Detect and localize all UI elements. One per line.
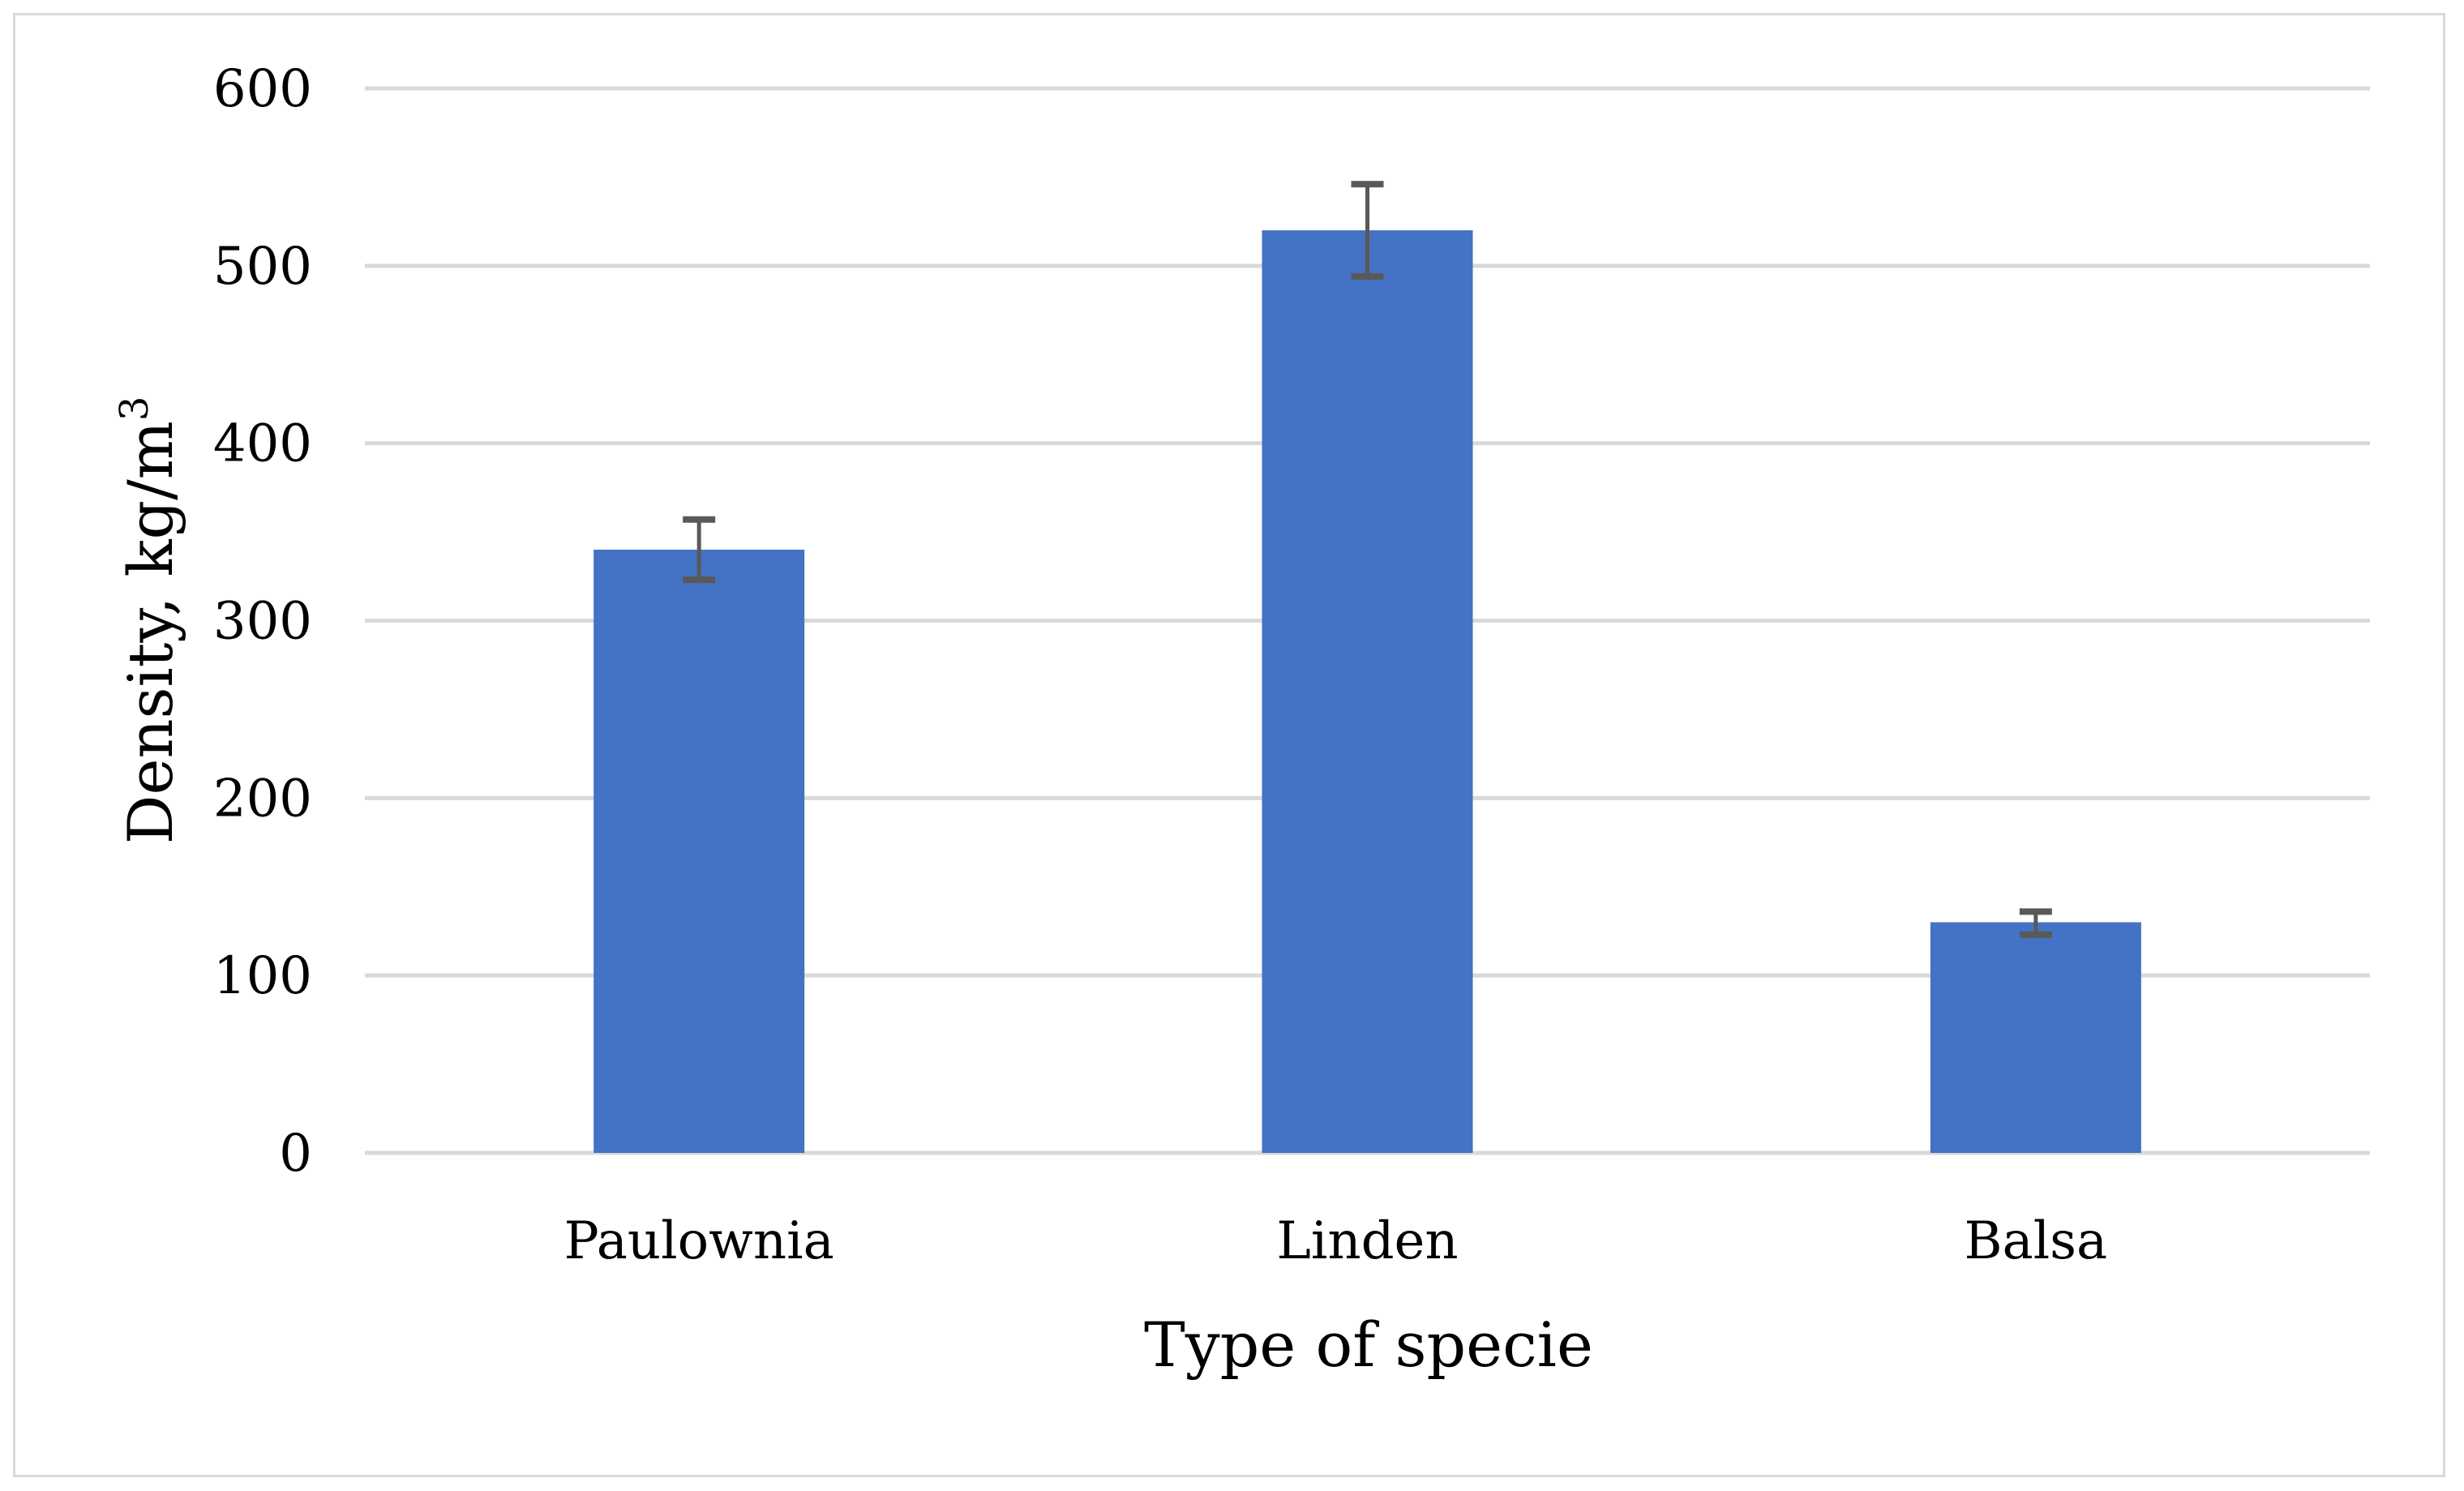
y-tick-labels: 0 100 200 300 400 500 600 <box>213 59 312 1184</box>
chart-border <box>13 13 2445 1477</box>
y-axis-title-main: Density, kg/m <box>114 421 186 844</box>
y-axis-title-superscript: 3 <box>112 396 157 422</box>
bar-paulownia <box>594 549 805 1153</box>
y-tick-label: 500 <box>213 237 312 297</box>
y-tick-label: 300 <box>213 592 312 652</box>
y-tick-label: 400 <box>213 414 312 474</box>
error-bars <box>683 181 2052 938</box>
x-axis-title: Type of specie <box>1144 1309 1593 1381</box>
x-tick-label: Balsa <box>1965 1211 2108 1271</box>
y-tick-label: 200 <box>213 769 312 829</box>
y-tick-label: 0 <box>279 1124 312 1184</box>
y-tick-label: 100 <box>213 946 312 1006</box>
bar-linden <box>1262 230 1473 1154</box>
x-tick-label: Linden <box>1276 1211 1458 1271</box>
bars <box>594 230 2141 1154</box>
y-axis-title: Density, kg/m3 <box>112 396 186 845</box>
y-tick-label: 600 <box>213 59 312 119</box>
x-tick-label: Paulownia <box>564 1211 834 1271</box>
bar-balsa <box>1930 922 2141 1153</box>
x-tick-labels: Paulownia Linden Balsa <box>564 1211 2108 1271</box>
